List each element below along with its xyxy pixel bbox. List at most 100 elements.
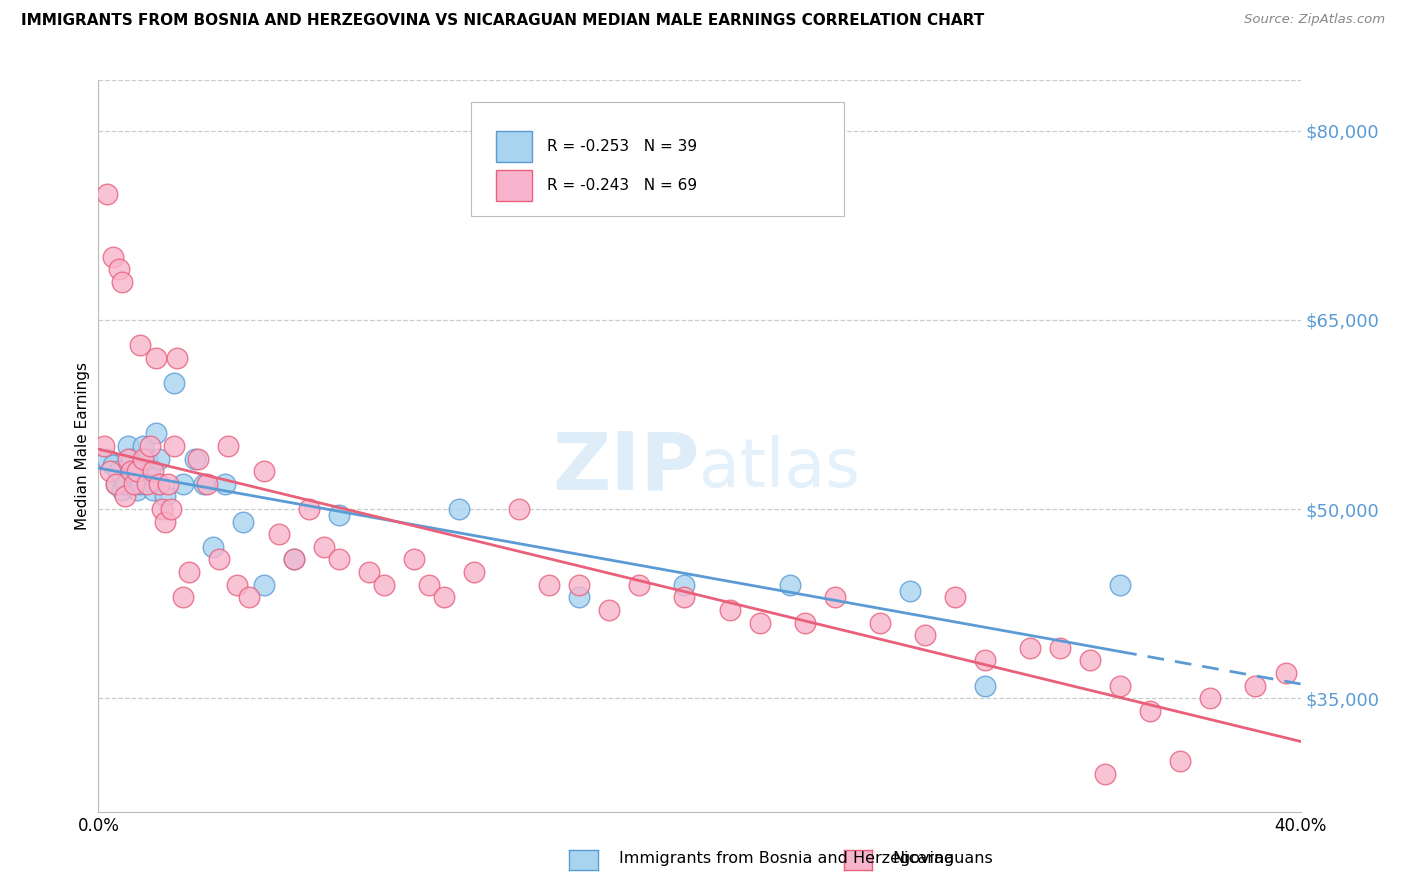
Point xyxy=(1109,679,1132,693)
Point xyxy=(914,628,936,642)
Point xyxy=(779,578,801,592)
Point xyxy=(628,578,651,592)
Point xyxy=(538,578,561,592)
Point xyxy=(145,426,167,441)
Point xyxy=(1139,704,1161,718)
Point xyxy=(357,565,380,579)
Point xyxy=(117,439,139,453)
Point xyxy=(253,578,276,592)
Point xyxy=(447,502,470,516)
Point xyxy=(177,565,200,579)
Point xyxy=(141,483,163,497)
Point xyxy=(150,502,173,516)
Point xyxy=(283,552,305,566)
Point xyxy=(127,483,149,497)
Point xyxy=(328,508,350,523)
Bar xyxy=(496,170,533,201)
Text: R = -0.253   N = 39: R = -0.253 N = 39 xyxy=(547,138,697,153)
Point xyxy=(132,451,155,466)
Point xyxy=(298,502,321,516)
Point xyxy=(793,615,815,630)
Point xyxy=(328,552,350,566)
Point xyxy=(93,439,115,453)
Point xyxy=(187,451,209,466)
Text: R = -0.243   N = 69: R = -0.243 N = 69 xyxy=(547,178,697,193)
Point xyxy=(568,578,591,592)
Point xyxy=(129,476,152,491)
Point xyxy=(114,476,136,491)
Point xyxy=(1078,653,1101,667)
Point xyxy=(1199,691,1222,706)
Point xyxy=(1170,754,1192,768)
Text: ZIP: ZIP xyxy=(553,429,699,507)
Point xyxy=(253,464,276,478)
Point xyxy=(103,458,125,472)
Point xyxy=(138,464,160,478)
Point xyxy=(718,603,741,617)
Point xyxy=(117,451,139,466)
Bar xyxy=(496,131,533,161)
Point xyxy=(568,591,591,605)
Point xyxy=(159,502,181,516)
Point xyxy=(132,439,155,453)
Point xyxy=(418,578,440,592)
Point xyxy=(145,351,167,365)
Point xyxy=(898,584,921,599)
Text: atlas: atlas xyxy=(699,435,860,501)
Point xyxy=(153,515,176,529)
Point xyxy=(156,476,179,491)
Point xyxy=(214,476,236,491)
Point xyxy=(598,603,620,617)
Point xyxy=(138,439,160,453)
Point xyxy=(225,578,247,592)
Point xyxy=(108,262,131,277)
Point xyxy=(105,476,128,491)
Point xyxy=(1094,767,1116,781)
Point xyxy=(153,490,176,504)
Text: Source: ZipAtlas.com: Source: ZipAtlas.com xyxy=(1244,13,1385,27)
Point xyxy=(824,591,846,605)
Point xyxy=(129,338,152,352)
Point xyxy=(1109,578,1132,592)
Point xyxy=(172,591,194,605)
Point xyxy=(1019,640,1042,655)
Point xyxy=(195,476,218,491)
Point xyxy=(124,464,146,478)
Point xyxy=(121,464,143,478)
Point xyxy=(201,540,224,554)
Point xyxy=(463,565,485,579)
Point xyxy=(238,591,260,605)
Point xyxy=(208,552,231,566)
Point xyxy=(111,275,134,289)
Point xyxy=(1274,665,1296,680)
Point xyxy=(402,552,425,566)
Point xyxy=(1049,640,1071,655)
Point xyxy=(135,451,157,466)
Point xyxy=(673,591,696,605)
Point xyxy=(162,376,184,390)
Point xyxy=(232,515,254,529)
Point xyxy=(141,464,163,478)
Point xyxy=(121,451,143,466)
Y-axis label: Median Male Earnings: Median Male Earnings xyxy=(75,362,90,530)
Point xyxy=(135,476,157,491)
Point xyxy=(96,186,118,201)
Point xyxy=(193,476,215,491)
Text: Immigrants from Bosnia and Herzegovina: Immigrants from Bosnia and Herzegovina xyxy=(619,852,953,866)
Point xyxy=(162,439,184,453)
Point xyxy=(105,476,128,491)
Point xyxy=(96,451,118,466)
FancyBboxPatch shape xyxy=(471,103,844,216)
Point xyxy=(748,615,770,630)
Text: IMMIGRANTS FROM BOSNIA AND HERZEGOVINA VS NICARAGUAN MEDIAN MALE EARNINGS CORREL: IMMIGRANTS FROM BOSNIA AND HERZEGOVINA V… xyxy=(21,13,984,29)
Point xyxy=(373,578,395,592)
Point xyxy=(183,451,205,466)
Point xyxy=(148,451,170,466)
Point xyxy=(869,615,891,630)
Text: Nicaraguans: Nicaraguans xyxy=(893,852,994,866)
Point xyxy=(943,591,966,605)
Point xyxy=(974,679,997,693)
Point xyxy=(267,527,290,541)
Point xyxy=(508,502,530,516)
Point xyxy=(148,476,170,491)
